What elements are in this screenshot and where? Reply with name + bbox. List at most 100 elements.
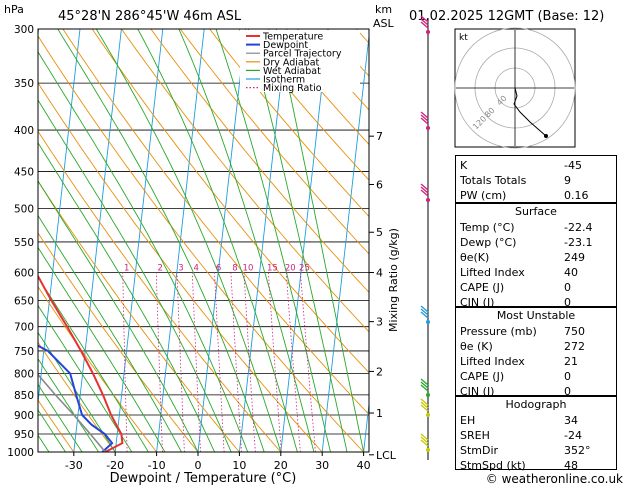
- wet-adiabat-line: [247, 29, 348, 452]
- pressure-tick-label: 800: [14, 369, 34, 381]
- hodograph-table-label: SREH: [460, 429, 490, 442]
- pressure-tick-label: 700: [14, 322, 34, 334]
- pressure-tick-label: 300: [14, 24, 34, 36]
- hodograph-table-row: StmSpd (kt) 48: [456, 458, 616, 473]
- dry-adiabat-line: [38, 35, 364, 452]
- temperature-tick-label: -20: [106, 459, 124, 472]
- km-tick-label: 1: [376, 407, 383, 420]
- wet-adiabat-line: [38, 276, 149, 452]
- dry-adiabat-line: [38, 341, 116, 452]
- wet-adiabat-line: [178, 29, 315, 452]
- index-label: PW (cm): [460, 189, 507, 202]
- isotherm-line: [197, 29, 247, 452]
- isotherm-line: [38, 29, 81, 407]
- surface-title: Surface: [515, 205, 557, 218]
- most-unstable-row: CIN (J) 0: [456, 384, 616, 399]
- most-unstable-value: 272: [564, 340, 585, 353]
- surface-value: 249: [564, 251, 585, 264]
- dry-adiabat-line: [150, 29, 369, 294]
- surface-row: Temp (°C) -22.4: [456, 220, 616, 235]
- pressure-tick-label: 850: [14, 390, 34, 402]
- wind-barb-dot: [426, 393, 430, 397]
- legend-label: Temperature: [262, 32, 323, 43]
- wind-barb: [420, 186, 429, 194]
- pressure-tick-label: 550: [14, 237, 34, 249]
- isotherm-line: [405, 29, 453, 452]
- wind-barb: [420, 404, 429, 412]
- dry-adiabat-line: [238, 29, 369, 181]
- index-row: Totals Totals 9: [456, 173, 616, 188]
- most-unstable-value: 0: [564, 385, 571, 398]
- axes: 3003504004505005506006507007508008509009…: [7, 24, 370, 472]
- wind-barb: [420, 117, 429, 125]
- temperature-curve: [38, 274, 124, 452]
- hodograph-table-value: -24: [564, 429, 582, 442]
- surface-label: θe(K): [460, 251, 490, 264]
- mixing-ratio-label: 20: [285, 264, 296, 274]
- wind-barb-dot: [426, 320, 430, 324]
- wet-adiabat-line: [57, 29, 265, 452]
- legend-label: Parcel Trajectory: [263, 49, 342, 60]
- pressure-tick-label: 500: [14, 203, 34, 215]
- x-axis-label: Dewpoint / Temperature (°C): [110, 471, 297, 486]
- mixing-ratio-label: 6: [216, 264, 221, 274]
- most-unstable-value: 0: [564, 370, 571, 383]
- wet-adiabat-line: [215, 29, 331, 452]
- hodograph-table-row: StmDir 352°: [456, 443, 616, 458]
- sounding-curves: [38, 274, 124, 452]
- wind-barb-dot: [426, 198, 430, 202]
- most-unstable-label: Pressure (mb): [460, 325, 537, 338]
- most-unstable-label: θe (K): [460, 340, 493, 353]
- surface-panel: Surface Temp (°C) -22.4 Dewp (°C) -23.1 θe(K)…: [455, 203, 617, 310]
- km-tick-label: 3: [376, 316, 383, 329]
- km-tick-label: 4: [376, 267, 383, 280]
- wind-barb: [420, 311, 429, 319]
- surface-row: θe(K) 249: [456, 250, 616, 265]
- wind-barb: [420, 436, 429, 444]
- wet-adiabat-line: [38, 50, 249, 452]
- isotherm-line: [280, 29, 329, 452]
- isotherm-line: [156, 29, 205, 452]
- parcel-trajectory-curve: [38, 373, 106, 452]
- most-unstable-value: 750: [564, 325, 585, 338]
- wet-adiabat-line: [95, 29, 282, 452]
- wind-barb-dot: [426, 448, 430, 452]
- hodograph-table-value: 34: [564, 414, 578, 427]
- surface-label: Temp (°C): [460, 221, 515, 234]
- most-unstable-panel: Most Unstable Pressure (mb) 750 θe (K) 272 Li…: [455, 307, 617, 399]
- datetime-title: 01.02.2025 12GMT (Base: 12): [409, 9, 604, 24]
- wet-adiabat-line: [38, 180, 199, 452]
- wet-adiabat-line: [38, 357, 99, 452]
- isotherm-line: [321, 31, 369, 452]
- km-label: km: [375, 3, 392, 16]
- wind-barb: [420, 308, 429, 316]
- surface-value: -23.1: [564, 236, 593, 249]
- dry-adiabat-line: [38, 232, 199, 452]
- hodograph-panel: Hodograph EH 34 SREH -24 StmDir 352° StmSpd (kt…: [455, 396, 617, 473]
- surface-row: CAPE (J) 0: [456, 280, 616, 295]
- index-row: PW (cm) 0.16: [456, 188, 616, 203]
- hodograph-table-label: EH: [460, 414, 476, 427]
- wind-barb: [420, 15, 429, 23]
- temperature-tick-label: -10: [148, 459, 166, 472]
- most-unstable-row: Lifted Index 21: [456, 354, 616, 369]
- hodograph-unit-label: kt: [459, 33, 468, 43]
- surface-row: CIN (J) 0: [456, 295, 616, 310]
- dry-adiabat-line: [38, 180, 240, 452]
- legend-label: Mixing Ratio: [263, 83, 322, 94]
- pressure-tick-label: 650: [14, 296, 34, 308]
- index-value: 0.16: [564, 189, 589, 202]
- wind-barb: [420, 114, 429, 122]
- legend-label: Dewpoint: [263, 40, 308, 51]
- wind-barbs: [420, 15, 430, 460]
- wind-barb: [420, 189, 429, 197]
- hodograph-table-value: 352°: [564, 444, 591, 457]
- wind-barb: [420, 305, 429, 313]
- index-row: K -45: [456, 158, 616, 173]
- pressure-tick-label: 900: [14, 410, 34, 422]
- mixing-ratio-label: 2: [158, 264, 163, 274]
- most-unstable-title: Most Unstable: [496, 309, 576, 322]
- wind-barb-dot: [426, 30, 430, 34]
- mixing-ratio-axis-label: Mixing Ratio (g/kg): [387, 228, 400, 332]
